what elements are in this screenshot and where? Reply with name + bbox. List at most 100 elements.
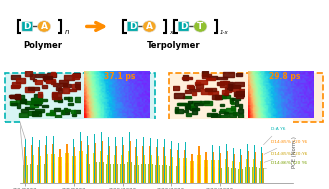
Bar xyxy=(71,110,75,113)
Bar xyxy=(63,84,71,87)
Bar xyxy=(239,105,242,108)
Bar xyxy=(45,113,54,115)
Text: Terpolymer: Terpolymer xyxy=(147,41,200,50)
Bar xyxy=(207,76,217,79)
Bar xyxy=(239,89,249,94)
Bar xyxy=(50,112,55,115)
Bar xyxy=(202,71,208,76)
Bar xyxy=(194,103,203,105)
Bar xyxy=(233,98,240,100)
Bar xyxy=(220,109,225,111)
FancyBboxPatch shape xyxy=(169,73,322,122)
Bar xyxy=(11,101,15,105)
FancyBboxPatch shape xyxy=(22,22,33,31)
Bar xyxy=(32,111,41,116)
Bar xyxy=(42,105,48,107)
Bar xyxy=(62,110,69,114)
FancyBboxPatch shape xyxy=(5,73,155,122)
Bar xyxy=(230,98,233,101)
Bar xyxy=(42,84,47,88)
Bar xyxy=(25,71,32,76)
Bar xyxy=(219,81,227,87)
Bar xyxy=(50,110,53,115)
Bar xyxy=(223,81,229,84)
Bar xyxy=(19,113,28,117)
Bar xyxy=(67,103,73,105)
Bar xyxy=(223,72,234,77)
Text: D14:85% Y20 Y6: D14:85% Y20 Y6 xyxy=(264,140,308,154)
Bar xyxy=(184,109,189,112)
Bar xyxy=(236,94,243,98)
Bar xyxy=(31,98,38,103)
Bar xyxy=(173,86,179,90)
Bar xyxy=(228,82,233,87)
Bar xyxy=(38,99,47,101)
Bar xyxy=(17,103,20,108)
Bar xyxy=(219,111,225,113)
FancyBboxPatch shape xyxy=(178,22,189,31)
Bar xyxy=(34,94,42,98)
Bar xyxy=(63,88,68,93)
Bar xyxy=(53,83,58,86)
Bar xyxy=(186,103,194,108)
Text: x: x xyxy=(169,30,173,35)
Bar xyxy=(38,92,42,97)
Bar xyxy=(186,113,191,116)
Bar xyxy=(14,95,24,99)
Bar xyxy=(201,89,212,94)
Bar xyxy=(64,108,67,112)
Bar xyxy=(226,108,235,113)
Bar xyxy=(64,97,69,99)
Bar xyxy=(185,104,190,109)
Text: D: D xyxy=(129,22,136,31)
Bar xyxy=(196,84,203,88)
Bar xyxy=(234,82,244,86)
FancyBboxPatch shape xyxy=(127,22,138,31)
Bar xyxy=(192,101,201,103)
Bar xyxy=(59,80,68,83)
Bar xyxy=(192,110,197,114)
Bar xyxy=(11,85,19,88)
Bar xyxy=(183,75,188,81)
Bar xyxy=(239,114,243,118)
Bar xyxy=(25,107,34,109)
Text: D: D xyxy=(24,22,31,31)
Bar xyxy=(220,104,224,106)
Bar xyxy=(72,74,79,79)
Bar xyxy=(225,87,231,92)
Bar xyxy=(215,95,221,99)
Bar xyxy=(46,73,56,77)
Bar xyxy=(183,96,191,98)
Bar xyxy=(217,82,224,85)
Bar xyxy=(43,77,52,79)
Bar xyxy=(37,111,41,113)
Bar xyxy=(21,108,28,112)
Bar xyxy=(32,98,42,103)
Bar xyxy=(75,97,85,102)
Bar xyxy=(11,75,20,79)
Bar xyxy=(46,80,55,83)
Text: Polymer: Polymer xyxy=(23,41,62,50)
Ellipse shape xyxy=(194,21,207,32)
Bar xyxy=(12,82,20,87)
Bar xyxy=(35,80,42,84)
Bar xyxy=(25,101,33,104)
Text: PCE (Norm.): PCE (Norm.) xyxy=(292,136,297,168)
Bar xyxy=(234,92,238,96)
Bar xyxy=(236,73,241,76)
Bar xyxy=(11,103,17,105)
Bar xyxy=(182,77,192,79)
Bar xyxy=(224,93,228,95)
Bar xyxy=(25,87,34,91)
Bar xyxy=(235,101,238,106)
Bar xyxy=(9,95,18,97)
Bar xyxy=(229,113,236,116)
Bar xyxy=(220,115,228,117)
Bar xyxy=(235,94,245,96)
Bar xyxy=(55,115,62,118)
Bar xyxy=(30,74,34,79)
Bar xyxy=(64,75,74,80)
Bar xyxy=(212,108,215,111)
Bar xyxy=(76,85,83,89)
Bar xyxy=(59,83,67,86)
